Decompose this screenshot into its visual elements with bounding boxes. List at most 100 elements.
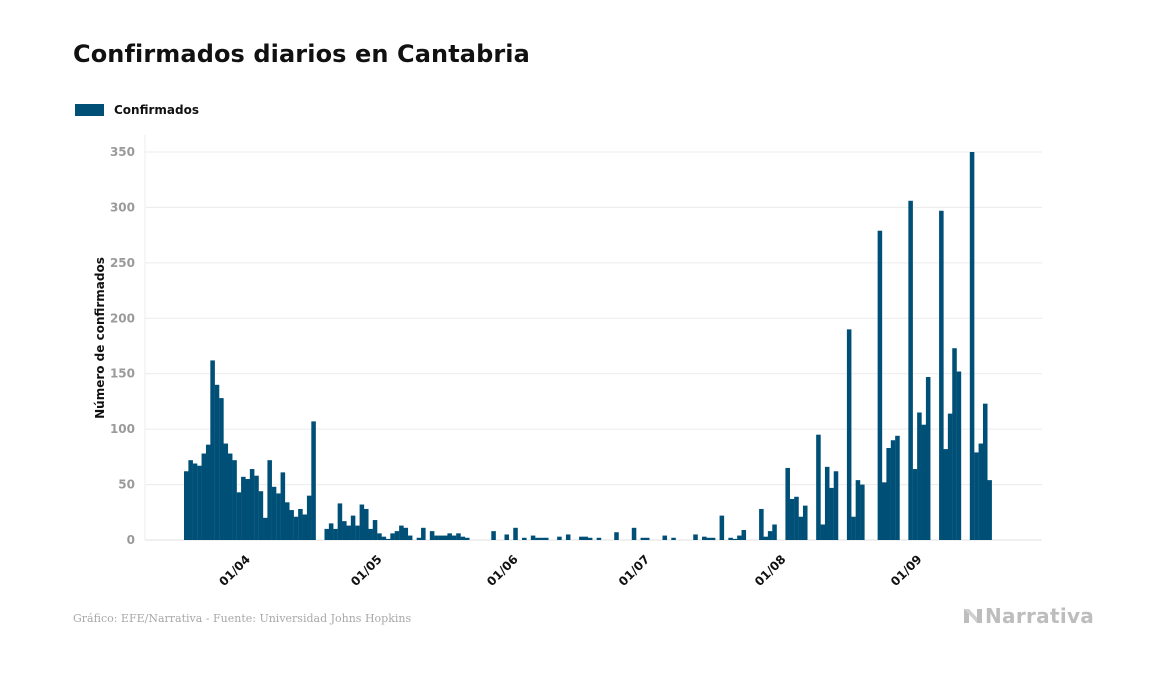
bar bbox=[267, 460, 272, 540]
bar bbox=[219, 398, 224, 540]
bar bbox=[342, 521, 347, 540]
bar bbox=[223, 443, 229, 540]
x-tick-label: 01/06 bbox=[484, 552, 521, 589]
bar bbox=[855, 480, 861, 540]
bar bbox=[785, 467, 790, 540]
bar bbox=[394, 531, 400, 540]
x-tick-label: 01/04 bbox=[216, 552, 253, 589]
bar bbox=[337, 503, 343, 540]
bar bbox=[350, 515, 356, 540]
bar bbox=[438, 535, 444, 540]
bar bbox=[311, 421, 316, 540]
bar bbox=[491, 531, 496, 540]
x-tick-label: 01/09 bbox=[888, 552, 925, 589]
bar bbox=[772, 524, 777, 540]
bar bbox=[205, 444, 211, 540]
bar bbox=[908, 200, 913, 540]
bar bbox=[583, 536, 589, 540]
bar bbox=[504, 534, 510, 540]
bar bbox=[530, 535, 536, 540]
narrativa-logo: Narrativa bbox=[963, 604, 1094, 628]
bar bbox=[587, 537, 593, 540]
bar bbox=[346, 525, 351, 540]
bar bbox=[447, 533, 452, 540]
source-credit: Gráfico: EFE/Narrativa - Fuente: Univers… bbox=[73, 612, 412, 625]
bar bbox=[276, 493, 281, 540]
y-tick-label: 50 bbox=[118, 478, 135, 492]
y-tick-label: 0 bbox=[127, 533, 135, 547]
bar bbox=[833, 471, 839, 540]
bar bbox=[925, 377, 931, 540]
bar bbox=[184, 471, 189, 540]
bar bbox=[737, 535, 742, 540]
bar bbox=[232, 460, 237, 540]
bar bbox=[939, 210, 944, 540]
bar bbox=[385, 538, 391, 540]
bar bbox=[974, 452, 979, 540]
bar bbox=[403, 527, 409, 540]
bar bbox=[363, 508, 369, 540]
bar bbox=[280, 472, 286, 540]
legend-label-confirmados: Confirmados bbox=[114, 103, 199, 117]
bar bbox=[254, 475, 259, 540]
bar bbox=[644, 537, 650, 540]
bar bbox=[293, 516, 299, 540]
bar bbox=[824, 466, 830, 540]
bar bbox=[846, 329, 852, 540]
bar bbox=[407, 535, 413, 540]
bar bbox=[464, 537, 470, 540]
bar bbox=[917, 412, 922, 540]
bar bbox=[399, 525, 404, 540]
bar bbox=[245, 479, 250, 540]
bar bbox=[987, 480, 992, 540]
legend-swatch-confirmados bbox=[75, 104, 104, 116]
bar bbox=[192, 463, 198, 540]
y-axis-title: Número de confirmados bbox=[93, 257, 107, 419]
bar bbox=[596, 537, 602, 540]
bar bbox=[443, 535, 448, 540]
bar bbox=[249, 469, 255, 540]
bars bbox=[184, 152, 992, 540]
bar bbox=[921, 424, 927, 540]
narrativa-mark-icon bbox=[964, 609, 982, 623]
bar bbox=[236, 492, 242, 540]
bar bbox=[368, 528, 373, 540]
bar bbox=[333, 528, 338, 540]
bar bbox=[456, 533, 461, 540]
bar bbox=[416, 537, 422, 540]
bar bbox=[882, 482, 887, 540]
bar bbox=[741, 530, 747, 540]
bar bbox=[258, 491, 264, 540]
bar bbox=[895, 435, 900, 540]
chart-title: Confirmados diarios en Cantabria bbox=[73, 40, 530, 68]
bar bbox=[693, 534, 698, 540]
bar bbox=[302, 514, 308, 540]
bar bbox=[227, 453, 233, 540]
bar bbox=[763, 536, 769, 540]
bar bbox=[328, 523, 334, 540]
bar bbox=[298, 508, 303, 540]
bar bbox=[434, 535, 439, 540]
bar bbox=[829, 487, 834, 540]
bar bbox=[759, 508, 764, 540]
bar bbox=[306, 495, 312, 540]
bar bbox=[860, 484, 865, 540]
bar bbox=[816, 434, 821, 540]
x-axis-ticks: 01/04 01/05 01/06 01/07 01/08 01/09 bbox=[216, 552, 924, 589]
bar bbox=[355, 525, 360, 540]
x-tick-label: 01/05 bbox=[348, 552, 385, 589]
bar bbox=[798, 516, 804, 540]
bar bbox=[794, 496, 799, 540]
bar bbox=[890, 440, 896, 540]
bar bbox=[513, 527, 518, 540]
bar bbox=[802, 505, 808, 540]
bar bbox=[789, 498, 795, 540]
bar bbox=[284, 502, 290, 540]
bar bbox=[614, 532, 619, 540]
bar bbox=[372, 520, 378, 540]
bar bbox=[956, 371, 962, 540]
bar bbox=[719, 515, 725, 540]
bar bbox=[886, 447, 891, 540]
bar bbox=[702, 536, 707, 540]
